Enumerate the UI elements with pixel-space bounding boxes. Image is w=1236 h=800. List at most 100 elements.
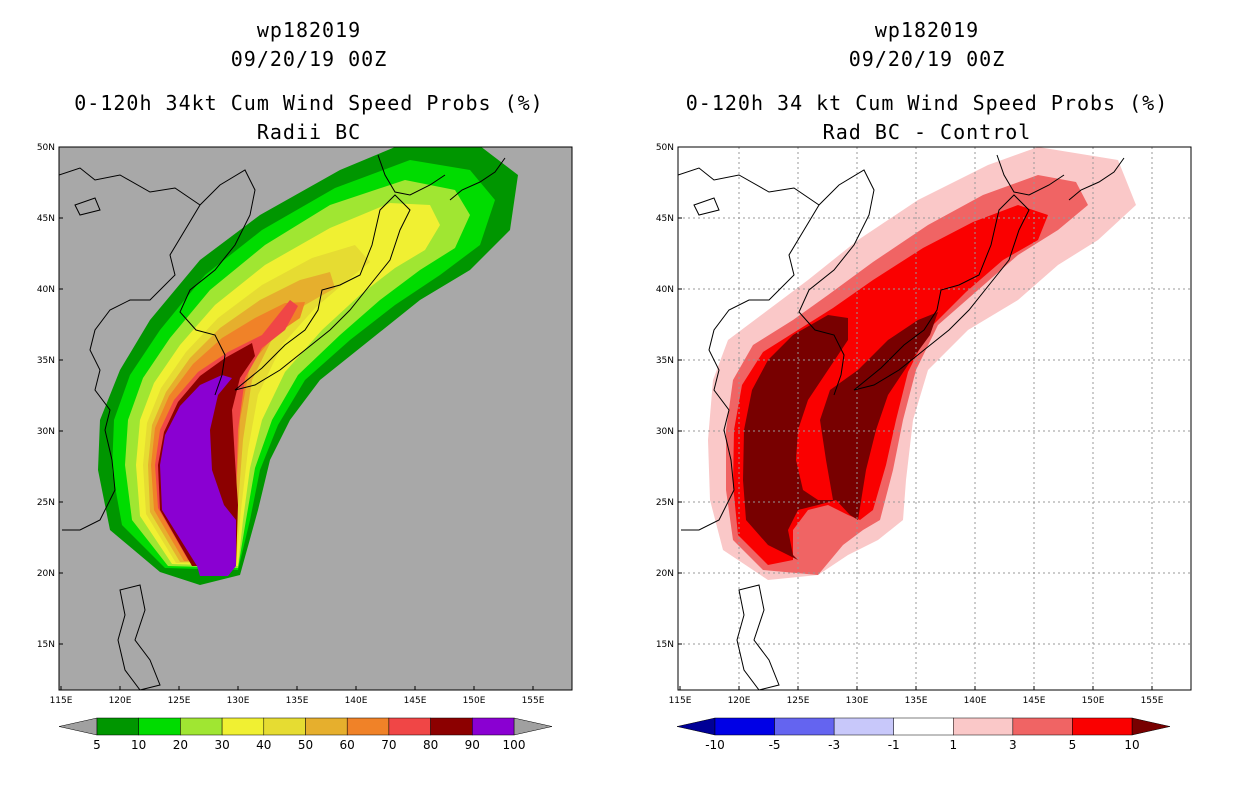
datetime: 09/20/19 00Z xyxy=(230,47,388,71)
colorbar-label: 10 xyxy=(131,738,146,752)
colorbar-swatch xyxy=(1072,717,1133,736)
colorbar-swatch xyxy=(305,717,348,736)
colorbar: -10 -5 -3 -1 1 3 5 10 xyxy=(676,717,1171,752)
lat-label: 30N xyxy=(656,427,674,437)
coastlines xyxy=(678,154,1125,690)
colorbar-label: -3 xyxy=(828,738,840,752)
lat-label: 25N xyxy=(37,498,55,508)
colorbar-swatch xyxy=(714,717,775,736)
lon-label: 150E xyxy=(463,696,486,706)
lon-label: 150E xyxy=(1082,696,1105,706)
colorbar-swatch xyxy=(96,717,139,736)
lon-label: 125E xyxy=(787,696,810,706)
panel-subtitle: Radii BC xyxy=(256,120,362,144)
colorbar-label: -10 xyxy=(705,738,725,752)
lon-label: 140E xyxy=(345,696,368,706)
contour-90 xyxy=(160,375,236,576)
lon-label: 130E xyxy=(227,696,250,706)
coastlines xyxy=(59,154,506,690)
colorbar-swatch xyxy=(833,717,894,736)
colorbar-swatch xyxy=(472,717,515,736)
colorbar-under-arrow xyxy=(676,717,716,736)
colorbar-swatch xyxy=(953,717,1014,736)
lon-axis: 115E 120E 125E 130E 135E 140E 145E 150E 155E xyxy=(669,686,1164,706)
colorbar-label: -1 xyxy=(888,738,900,752)
colorbar: 5 10 20 30 40 50 60 70 80 90 100 xyxy=(58,717,553,752)
panel-title: 0-120h 34kt Cum Wind Speed Probs (%) xyxy=(74,91,544,115)
difference-field xyxy=(678,147,1191,690)
lat-axis: 50N 45N 40N 35N 30N 25N 20N 15N xyxy=(656,143,682,650)
lat-label: 35N xyxy=(37,356,55,366)
colorbar-swatch xyxy=(263,717,306,736)
lon-label: 135E xyxy=(286,696,309,706)
diff-10 xyxy=(743,312,938,560)
lon-label: 145E xyxy=(1023,696,1046,706)
colorbar-label: 90 xyxy=(465,738,480,752)
colorbar-label: 1 xyxy=(949,738,957,752)
colorbar-label: 70 xyxy=(381,738,396,752)
lon-label: 115E xyxy=(50,696,73,706)
colorbar-label: 50 xyxy=(298,738,313,752)
colorbar-swatch xyxy=(893,717,954,736)
colorbar-label: 60 xyxy=(340,738,355,752)
lat-label: 35N xyxy=(656,356,674,366)
map-frame xyxy=(58,146,573,691)
lon-label: 140E xyxy=(964,696,987,706)
lon-label: 155E xyxy=(522,696,545,706)
lon-label: 120E xyxy=(728,696,751,706)
lat-label: 40N xyxy=(656,285,674,295)
radii-bc-panel: wp182019 09/20/19 00Z 0-120h 34kt Cum Wi… xyxy=(37,18,573,752)
lat-label: 20N xyxy=(656,569,674,579)
colorbar-swatch xyxy=(388,717,431,736)
lat-axis: 50N 45N 40N 35N 30N 25N 20N 15N xyxy=(37,143,63,650)
lon-label: 130E xyxy=(846,696,869,706)
grid-lines xyxy=(678,147,1191,690)
colorbar-swatch xyxy=(1012,717,1073,736)
colorbar-over-arrow xyxy=(513,717,553,736)
lon-label: 145E xyxy=(404,696,427,706)
datetime: 09/20/19 00Z xyxy=(848,47,1006,71)
probability-swath xyxy=(59,147,518,690)
map-figure: 50N 45N 40N 35N 30N 25N 20N 15N 115E 120E 125E 130… xyxy=(656,143,1192,752)
panel-title: 0-120h 34 kt Cum Wind Speed Probs (%) xyxy=(685,91,1169,115)
lat-label: 45N xyxy=(37,214,55,224)
colorbar-label: -5 xyxy=(769,738,781,752)
colorbar-label: 10 xyxy=(1124,738,1139,752)
panel-subtitle: Rad BC - Control xyxy=(822,120,1032,144)
colorbar-over-arrow xyxy=(1131,717,1171,736)
lat-label: 50N xyxy=(37,143,55,153)
colorbar-under-arrow xyxy=(58,717,98,736)
colorbar-label: 40 xyxy=(256,738,271,752)
colorbar-swatch xyxy=(346,717,390,736)
lat-label: 40N xyxy=(37,285,55,295)
lon-label: 155E xyxy=(1141,696,1164,706)
rad-bc-control-panel: wp182019 09/20/19 00Z 0-120h 34 kt Cum W… xyxy=(618,0,1236,800)
lon-label: 125E xyxy=(168,696,191,706)
colorbar-swatch xyxy=(221,717,265,736)
colorbar-label: 3 xyxy=(1009,738,1017,752)
lat-label: 20N xyxy=(37,569,55,579)
storm-id: wp182019 xyxy=(256,18,362,42)
colorbar-label: 5 xyxy=(1069,738,1077,752)
colorbar-label: 100 xyxy=(503,738,526,752)
lat-label: 45N xyxy=(656,214,674,224)
lat-label: 50N xyxy=(656,143,674,153)
lon-label: 120E xyxy=(109,696,132,706)
colorbar-swatch xyxy=(430,717,473,736)
map-figure: 50N 45N 40N 35N 30N 25N 20N 15N 115E 120E 125E 130… xyxy=(37,143,573,752)
storm-id: wp182019 xyxy=(874,18,980,42)
lat-label: 30N xyxy=(37,427,55,437)
map-frame xyxy=(677,146,1192,691)
lat-label: 15N xyxy=(37,640,55,650)
lat-label: 15N xyxy=(656,640,674,650)
lon-label: 115E xyxy=(669,696,692,706)
lon-axis: 115E 120E 125E 130E 135E 140E 145E 150E 155E xyxy=(50,686,545,706)
colorbar-swatch xyxy=(138,717,181,736)
colorbar-swatch xyxy=(774,717,835,736)
colorbar-label: 20 xyxy=(173,738,188,752)
colorbar-swatch xyxy=(180,717,223,736)
colorbar-label: 80 xyxy=(423,738,438,752)
colorbar-label: 30 xyxy=(214,738,229,752)
lat-label: 25N xyxy=(656,498,674,508)
lon-label: 135E xyxy=(905,696,928,706)
